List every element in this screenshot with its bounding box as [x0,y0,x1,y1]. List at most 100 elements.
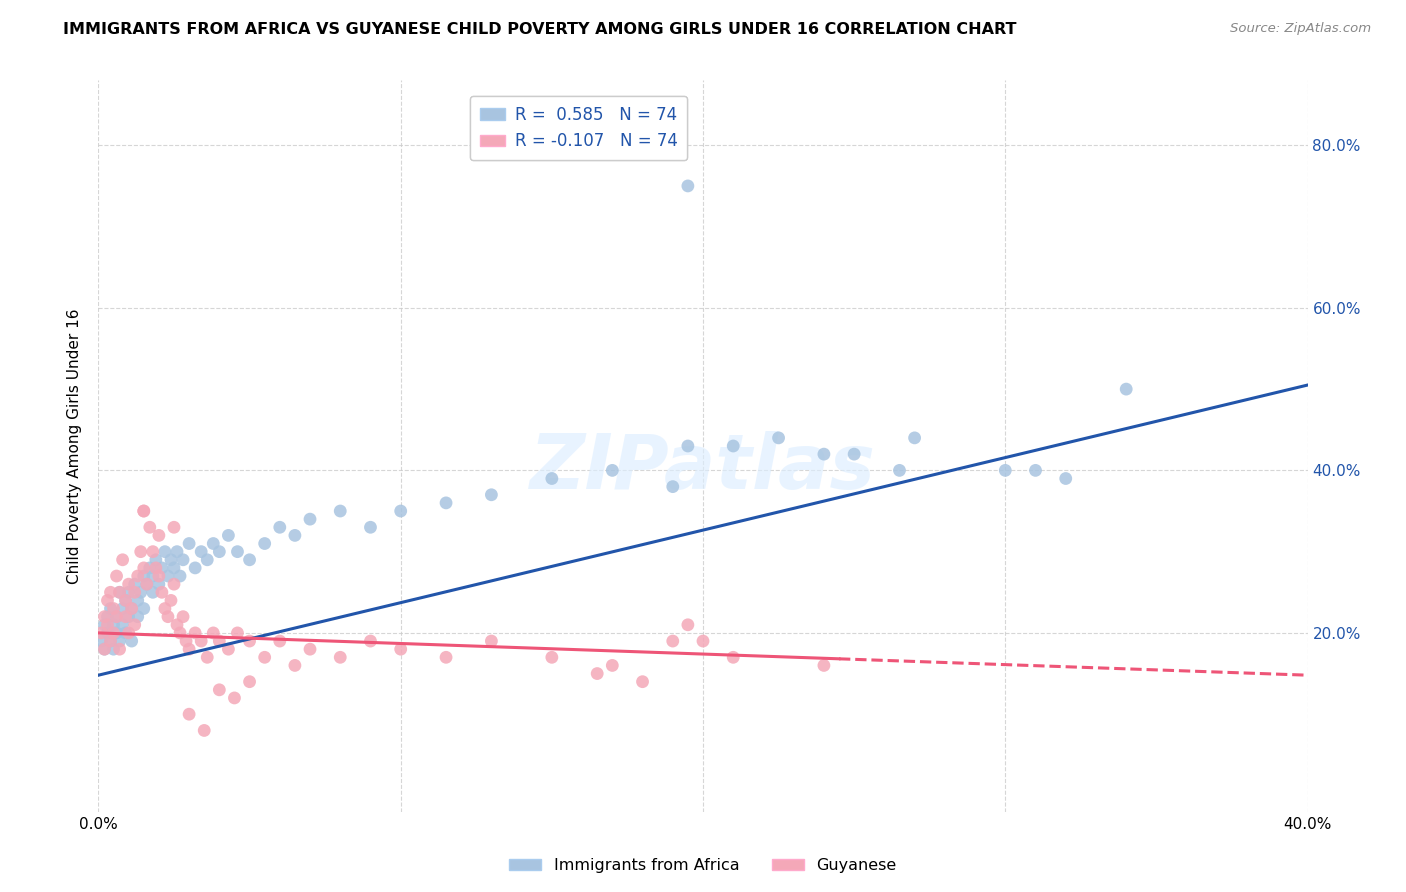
Point [179,536,201,550]
Point [190,544,212,558]
Point [160,593,183,607]
Point [163,561,186,575]
Point [96,593,118,607]
Point [148,577,170,591]
Point [269,634,291,648]
Point [124,577,146,591]
Point [239,553,262,567]
Point [148,528,170,542]
Point [586,666,609,681]
Point [105,569,128,583]
Point [114,626,136,640]
Point [111,617,134,632]
Point [813,658,835,673]
Point [103,617,125,632]
Point [602,463,624,477]
Point [96,617,118,632]
Point [156,569,179,583]
Point [111,553,134,567]
Point [127,593,149,607]
Point [96,609,118,624]
Point [202,626,225,640]
Point [118,585,141,599]
Point [127,569,149,583]
Point [90,626,112,640]
Point [121,601,143,615]
Point [150,585,173,599]
Point [145,561,167,575]
Point [93,642,115,657]
Point [160,553,183,567]
Y-axis label: Child Poverty Among Girls Under 16: Child Poverty Among Girls Under 16 [67,309,83,583]
Point [96,626,118,640]
Point [127,609,149,624]
Point [100,601,122,615]
Text: Source: ZipAtlas.com: Source: ZipAtlas.com [1230,22,1371,36]
Point [103,642,125,657]
Point [139,520,162,534]
Point [103,626,125,640]
Point [111,601,134,615]
Point [169,569,191,583]
Point [105,609,128,624]
Point [142,544,165,558]
Point [676,439,699,453]
Point [299,642,322,657]
Point [105,626,128,640]
Point [602,658,624,673]
Point [179,642,201,657]
Point [150,561,173,575]
Point [723,650,745,665]
Point [284,528,307,542]
Point [329,650,352,665]
Point [153,544,176,558]
Point [114,593,136,607]
Point [661,480,683,494]
Point [226,626,249,640]
Point [163,577,186,591]
Legend: Immigrants from Africa, Guyanese: Immigrants from Africa, Guyanese [503,852,903,880]
Point [184,626,207,640]
Point [132,601,155,615]
Point [166,617,188,632]
Point [994,463,1017,477]
Point [105,609,128,624]
Point [118,609,141,624]
Point [676,617,699,632]
Point [118,626,141,640]
Point [93,617,115,632]
Point [156,609,179,624]
Point [481,634,503,648]
Point [329,504,352,518]
Point [195,650,218,665]
Point [208,544,231,558]
Point [904,431,927,445]
Point [118,577,141,591]
Point [540,471,562,485]
Point [132,504,155,518]
Point [139,561,162,575]
Point [93,609,115,624]
Point [299,512,322,526]
Point [169,626,191,640]
Point [239,634,262,648]
Point [100,585,122,599]
Point [174,634,197,648]
Point [103,601,125,615]
Point [661,634,683,648]
Point [389,642,412,657]
Point [132,504,155,518]
Point [153,601,176,615]
Point [163,520,186,534]
Point [121,601,143,615]
Point [114,593,136,607]
Point [121,634,143,648]
Point [360,520,382,534]
Point [195,553,218,567]
Point [172,609,194,624]
Point [142,569,165,583]
Point [100,634,122,648]
Point [179,707,201,722]
Point [184,561,207,575]
Point [217,528,239,542]
